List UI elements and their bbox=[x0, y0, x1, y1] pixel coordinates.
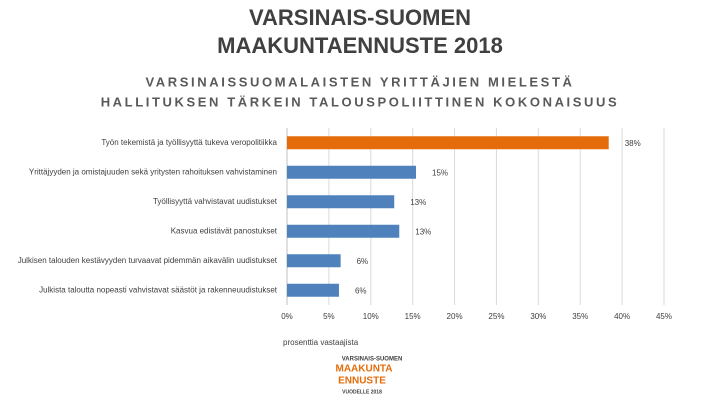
logo-text: VUODELLE 2018 bbox=[342, 389, 382, 395]
logo-text: MAAKUNTA bbox=[335, 364, 392, 375]
y-tick-label: Työn tekemistä ja työllisyyttä tukeva ve… bbox=[101, 138, 277, 147]
value-label: 38% bbox=[625, 139, 641, 148]
logo: VARSINAIS-SUOMEN MAAKUNTA ENNUSTE VUODEL… bbox=[335, 357, 402, 396]
y-tick-label: Yrittäjyyden ja omistajuuden sekä yritys… bbox=[29, 167, 277, 176]
value-label: 6% bbox=[355, 286, 367, 295]
x-tick-label: 45% bbox=[656, 312, 672, 321]
x-tick-label: 0% bbox=[281, 312, 293, 321]
x-tick-label: 5% bbox=[323, 312, 335, 321]
x-tick-label: 15% bbox=[405, 312, 421, 321]
bar bbox=[287, 224, 400, 238]
x-tick-label: 25% bbox=[488, 312, 504, 321]
chart-subtitle: HALLITUKSEN TÄRKEIN TALOUSPOLIITTINEN KO… bbox=[101, 94, 620, 109]
x-tick-label: 40% bbox=[614, 312, 630, 321]
value-label: 13% bbox=[415, 227, 431, 236]
logo-text: ENNUSTE bbox=[338, 376, 386, 387]
value-label: 15% bbox=[432, 168, 448, 177]
bar bbox=[287, 254, 341, 268]
bar bbox=[287, 283, 339, 297]
bar bbox=[287, 165, 417, 179]
value-label: 13% bbox=[410, 198, 426, 207]
chart-title: MAAKUNTAENNUSTE 2018 bbox=[217, 33, 503, 58]
logo-text: VARSINAIS-SUOMEN bbox=[342, 357, 403, 363]
y-tick-label: Työllisyyttä vahvistavat uudistukset bbox=[153, 197, 278, 206]
chart-title: VARSINAIS-SUOMEN bbox=[249, 5, 471, 30]
y-tick-label: Kasvua edistävät panostukset bbox=[171, 226, 278, 235]
x-axis-label: prosenttia vastaajista bbox=[283, 338, 359, 347]
y-tick-label: Julkista taloutta nopeasti vahvistavat s… bbox=[39, 285, 278, 294]
x-tick-label: 10% bbox=[363, 312, 379, 321]
value-label: 6% bbox=[357, 257, 369, 266]
x-tick-label: 35% bbox=[572, 312, 588, 321]
bar bbox=[287, 195, 395, 209]
x-tick-label: 20% bbox=[447, 312, 463, 321]
x-tick-label: 30% bbox=[530, 312, 546, 321]
chart-subtitle: VARSINAISSUOMALAISTEN YRITTÄJIEN MIELEST… bbox=[146, 74, 575, 89]
bar bbox=[287, 136, 609, 150]
y-tick-label: Julkisen talouden kestävyyden turvaavat … bbox=[18, 256, 278, 265]
